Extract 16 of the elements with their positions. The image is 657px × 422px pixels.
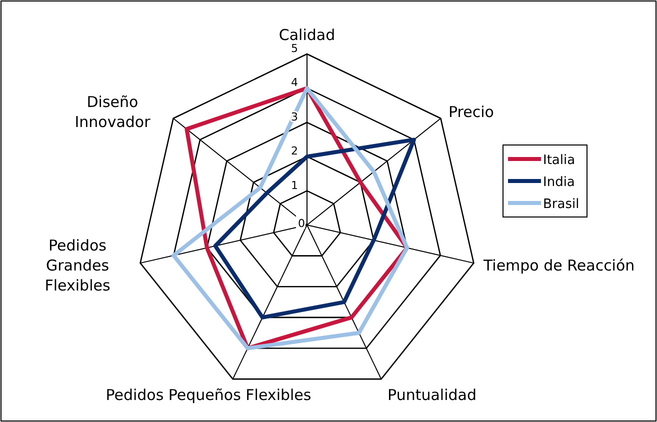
- spoke-label: Calidad: [278, 26, 336, 44]
- legend-label: Brasil: [543, 197, 580, 212]
- y-tick-label: 3: [291, 110, 298, 124]
- y-tick-label: 5: [291, 42, 298, 55]
- spoke-label: Precio: [448, 103, 494, 122]
- legend-label: Italia: [543, 153, 576, 168]
- spoke-label: Pedidos Pequeños Flexibles: [106, 386, 312, 404]
- y-tick-label: 2: [291, 144, 298, 158]
- y-tick-label: 0: [298, 217, 305, 230]
- legend-label: India: [543, 175, 575, 190]
- y-tick-label: 4: [291, 76, 298, 90]
- spoke-label: Puntualidad: [388, 386, 476, 404]
- spoke-label: Tiempo de Reacción: [482, 256, 635, 274]
- spoke-label: Pedidos Grandes Flexibles: [44, 236, 110, 294]
- spoke-label: Diseño Innovador: [74, 93, 152, 132]
- y-tick-label: 1: [291, 178, 298, 192]
